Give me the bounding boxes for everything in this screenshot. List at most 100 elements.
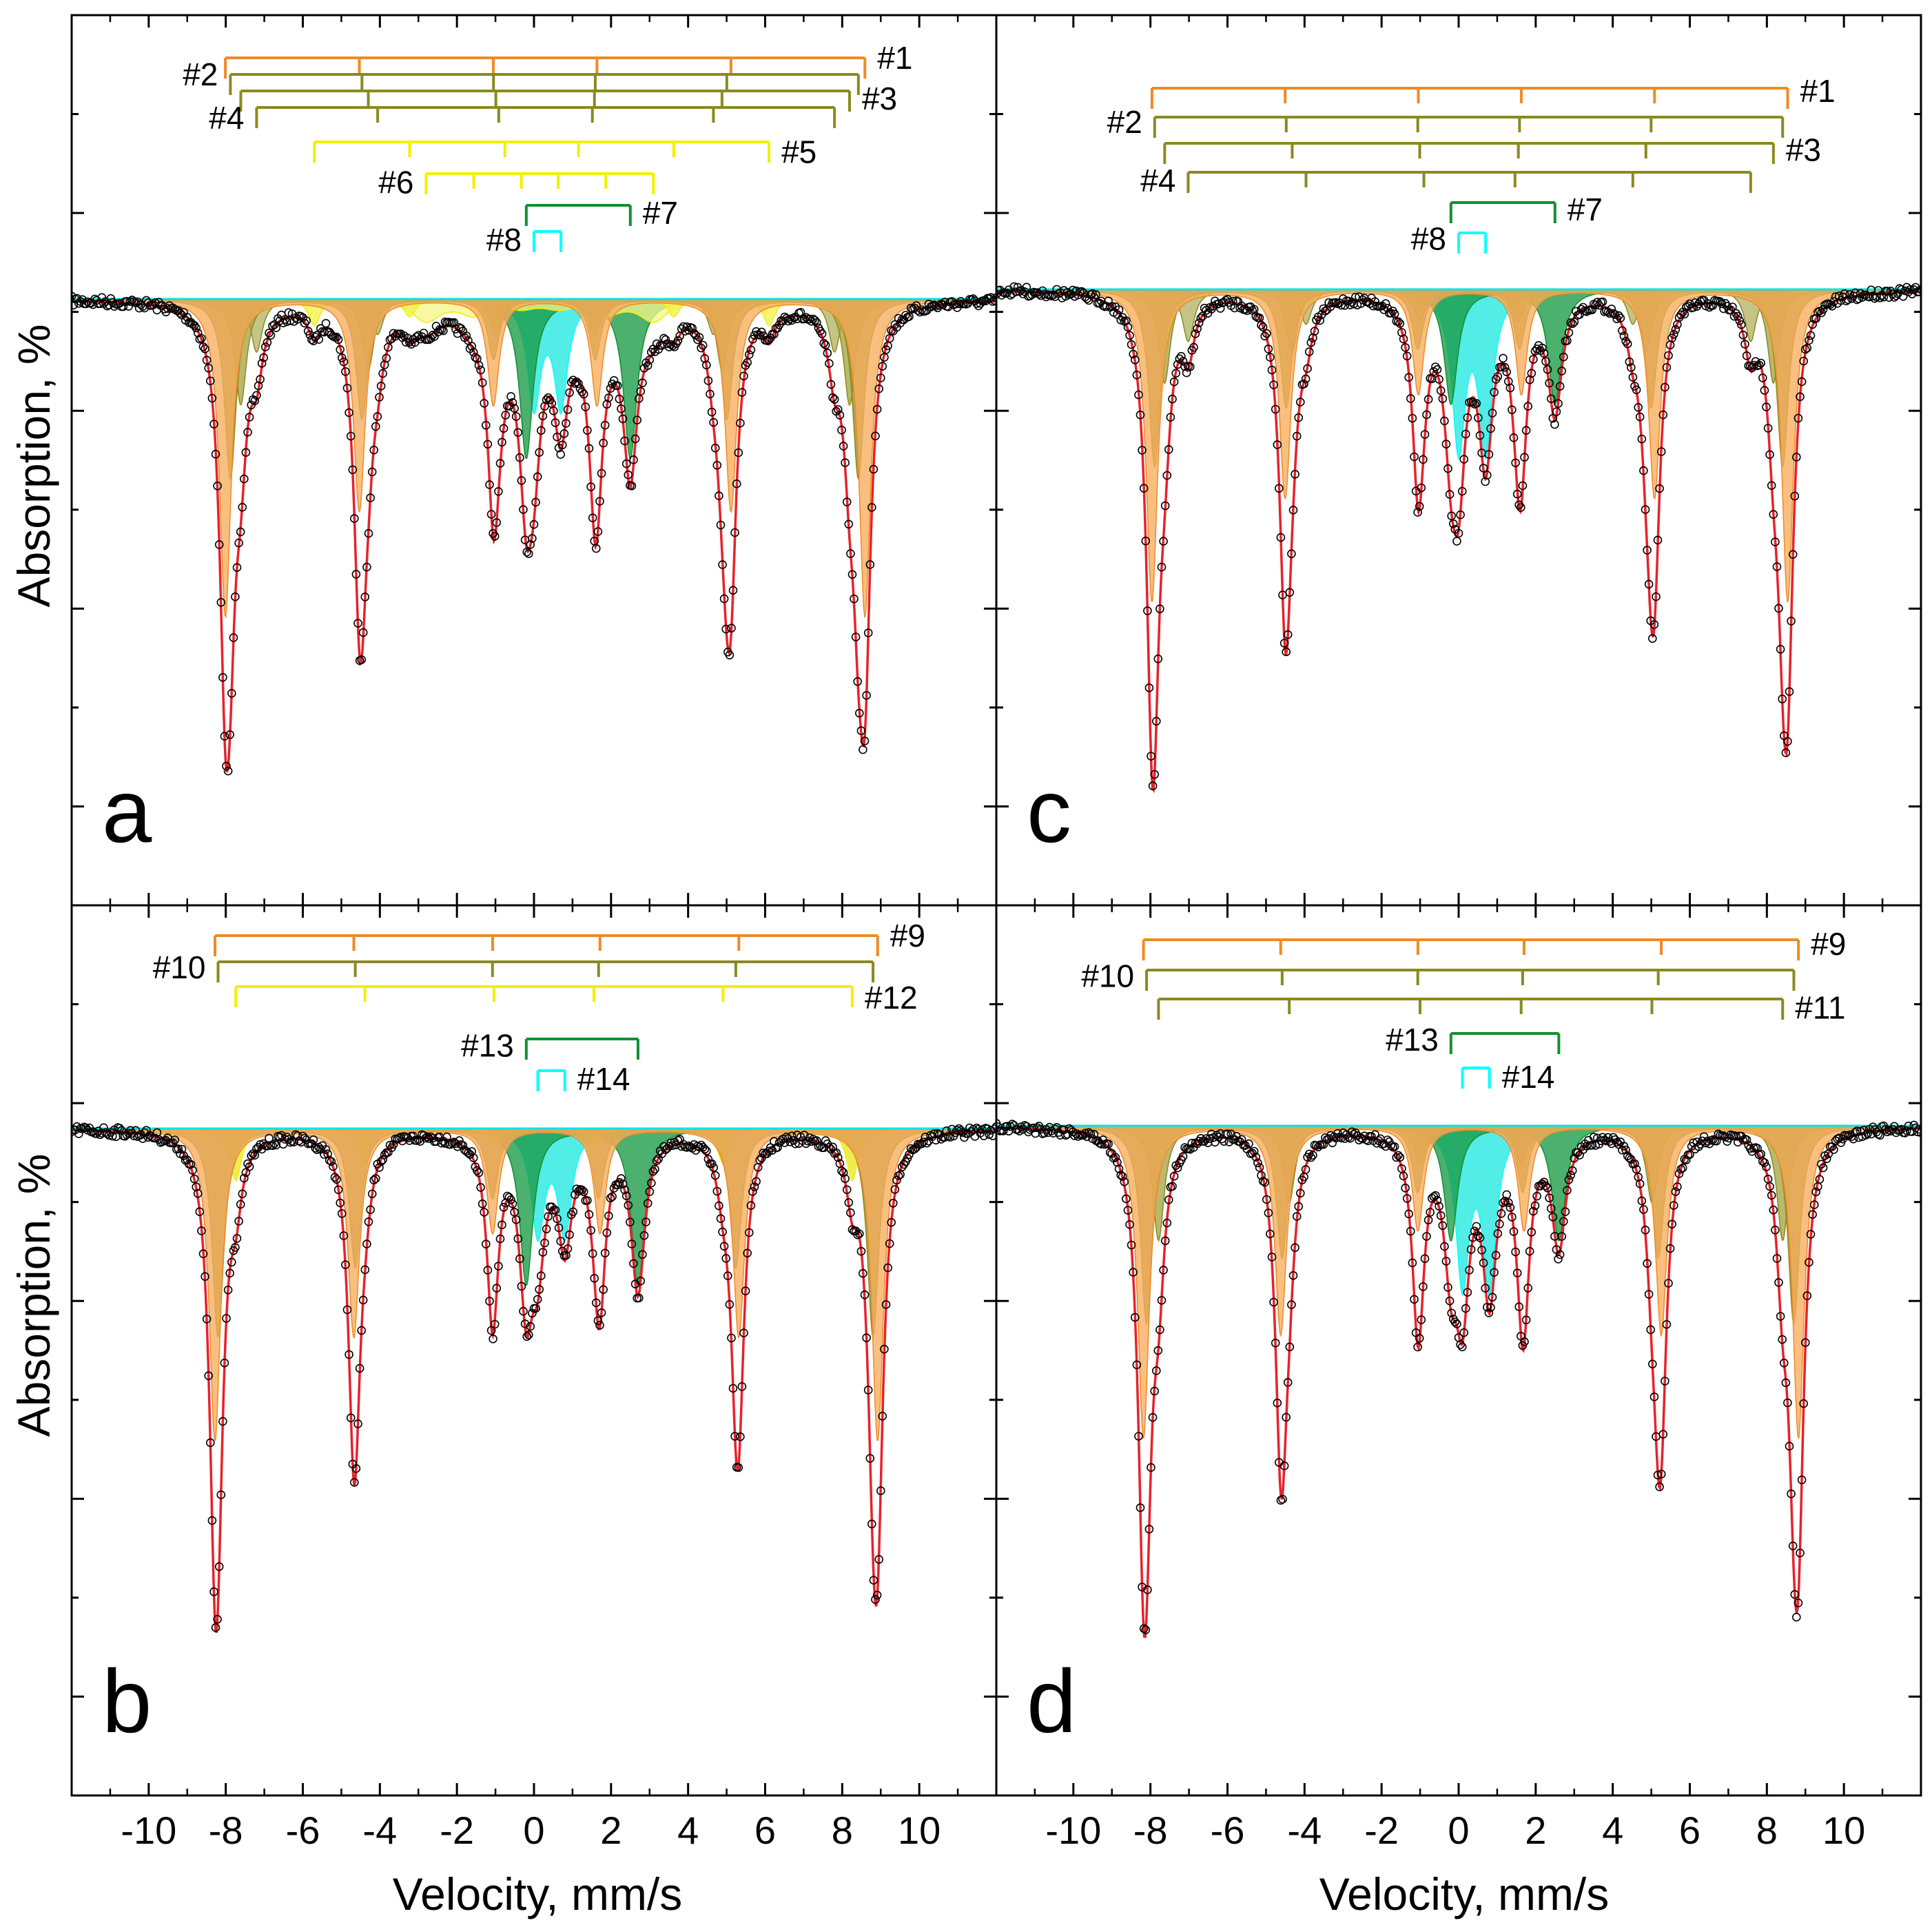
panel-letter-d: d xyxy=(1027,1651,1076,1751)
data-point xyxy=(1511,1247,1520,1257)
data-point xyxy=(1664,1279,1673,1288)
data-point xyxy=(851,632,861,641)
data-point xyxy=(1618,326,1627,336)
component-label: #3 xyxy=(862,81,897,116)
data-point xyxy=(1449,519,1458,528)
data-point xyxy=(1771,1226,1780,1235)
data-point xyxy=(1288,1271,1298,1280)
data-point xyxy=(1406,1226,1415,1236)
data-point xyxy=(791,1139,800,1149)
data-point xyxy=(700,1144,710,1154)
data-point xyxy=(856,726,866,735)
data-point xyxy=(1155,1325,1164,1335)
data-point xyxy=(1164,445,1173,454)
data-point xyxy=(1827,301,1837,311)
data-point xyxy=(617,1174,626,1183)
data-point xyxy=(1257,1171,1266,1180)
data-point xyxy=(599,1285,608,1294)
data-point xyxy=(574,1186,583,1196)
data-point xyxy=(342,383,352,393)
data-point xyxy=(369,1175,379,1185)
data-point xyxy=(579,389,588,399)
data-point xyxy=(1260,1177,1269,1187)
data-point xyxy=(737,388,747,397)
data-point xyxy=(1123,322,1133,332)
data-point xyxy=(1479,464,1488,473)
data-point xyxy=(1331,298,1341,307)
data-point xyxy=(591,1298,601,1308)
data-point xyxy=(894,1171,903,1180)
data-point xyxy=(336,345,345,354)
data-point xyxy=(577,387,587,397)
data-point xyxy=(1408,1258,1417,1268)
data-point xyxy=(1916,285,1921,294)
data-point xyxy=(330,1173,340,1182)
data-point xyxy=(1913,1127,1921,1137)
data-point xyxy=(817,329,827,338)
data-point xyxy=(865,1454,875,1463)
data-point xyxy=(220,732,229,741)
data-point xyxy=(1282,1412,1291,1422)
data-point xyxy=(357,1326,367,1335)
data-point xyxy=(905,312,914,321)
data-point xyxy=(257,358,267,368)
data-point xyxy=(1406,394,1415,403)
data-point xyxy=(321,1145,331,1154)
data-point xyxy=(1415,502,1424,511)
data-point xyxy=(1527,369,1537,378)
data-point xyxy=(1134,390,1143,400)
data-point xyxy=(236,1200,245,1209)
data-point xyxy=(1273,440,1282,449)
data-point xyxy=(544,1212,553,1221)
data-point xyxy=(1169,1171,1179,1181)
data-point xyxy=(1160,501,1170,511)
data-point xyxy=(1635,1179,1645,1188)
data-point xyxy=(345,1350,353,1359)
x-tick-label: 0 xyxy=(1448,1809,1469,1852)
panel-a: #1 #2 #3 #4 #5 #6 #7 #8 a xyxy=(72,40,996,861)
x-tick-label: 4 xyxy=(677,1809,699,1852)
data-point xyxy=(549,406,558,415)
data-point xyxy=(151,1133,160,1143)
data-point xyxy=(1159,1266,1168,1275)
data-point xyxy=(621,1191,631,1200)
data-point xyxy=(1168,394,1177,404)
data-point xyxy=(1514,1302,1523,1311)
data-point xyxy=(1129,349,1138,359)
x-tick-label: 8 xyxy=(832,1809,853,1852)
x-axis-title-right: Velocity, mm/s xyxy=(1319,1869,1610,1919)
data-point xyxy=(519,505,528,514)
data-point xyxy=(223,1286,233,1295)
data-point xyxy=(130,297,138,306)
data-point xyxy=(483,1266,493,1275)
data-point xyxy=(1276,1496,1286,1505)
data-point xyxy=(1870,294,1880,303)
data-point xyxy=(1457,1342,1467,1352)
data-point xyxy=(1390,1142,1399,1151)
data-point xyxy=(231,1243,240,1252)
data-point xyxy=(1876,1131,1884,1140)
data-point xyxy=(510,404,519,413)
data-point xyxy=(972,299,981,308)
data-point xyxy=(618,1180,628,1188)
data-point xyxy=(1806,331,1816,340)
data-point xyxy=(923,1138,932,1148)
component-label: #5 xyxy=(781,134,816,169)
data-point xyxy=(198,342,208,351)
data-point xyxy=(1915,287,1921,296)
data-point xyxy=(1805,1257,1813,1267)
data-point xyxy=(1463,413,1472,422)
data-point xyxy=(234,538,243,548)
data-point xyxy=(673,336,683,345)
data-point xyxy=(1266,353,1275,362)
data-point xyxy=(874,1555,883,1564)
data-point xyxy=(990,1124,996,1133)
data-point xyxy=(860,737,870,745)
data-point xyxy=(227,688,236,698)
data-point xyxy=(476,1183,485,1192)
data-point xyxy=(222,1314,231,1323)
data-point xyxy=(511,1215,521,1224)
data-point xyxy=(1628,373,1638,382)
data-point xyxy=(889,1199,898,1208)
data-point xyxy=(551,418,560,427)
